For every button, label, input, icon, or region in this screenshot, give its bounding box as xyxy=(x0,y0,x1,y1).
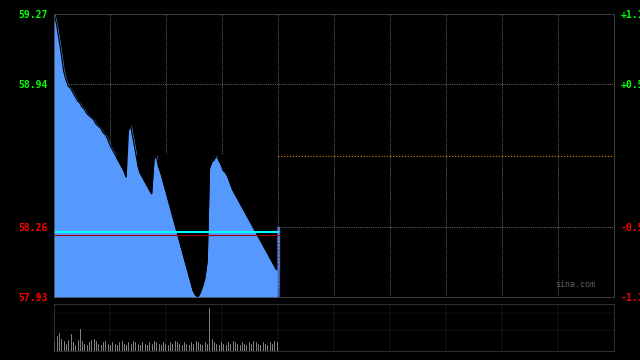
Bar xyxy=(54,276,279,280)
Bar xyxy=(54,228,279,231)
Bar xyxy=(54,234,279,238)
Bar xyxy=(54,280,279,283)
Bar xyxy=(54,241,279,245)
Bar xyxy=(54,245,279,248)
Bar xyxy=(54,266,279,269)
Bar xyxy=(54,283,279,287)
Bar xyxy=(54,293,279,297)
Bar xyxy=(54,273,279,276)
Bar xyxy=(54,259,279,262)
Bar xyxy=(54,290,279,293)
Text: sina.com: sina.com xyxy=(555,279,595,288)
Bar xyxy=(54,262,279,266)
Bar xyxy=(54,269,279,273)
Bar xyxy=(54,287,279,290)
Bar xyxy=(54,255,279,259)
Bar xyxy=(54,231,279,234)
Bar xyxy=(54,248,279,252)
Bar xyxy=(54,252,279,255)
Bar xyxy=(54,238,279,241)
